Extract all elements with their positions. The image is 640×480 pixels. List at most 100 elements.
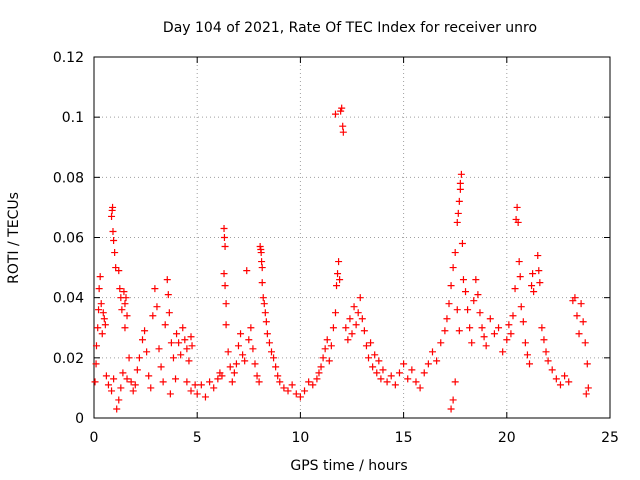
data-point [232,360,240,368]
data-point [110,237,118,245]
data-point [258,264,266,272]
data-point [523,351,531,359]
axis-ticks [93,56,611,419]
data-point [201,393,209,401]
data-point [97,300,105,308]
data-point [187,333,195,341]
data-point [169,354,177,362]
data-point [210,384,218,392]
data-point [535,267,543,275]
data-point [102,372,110,380]
data-point [325,357,333,365]
data-point [123,312,131,320]
data-point [220,224,228,232]
data-point [214,375,222,383]
data-point [191,381,199,389]
data-point [552,375,560,383]
data-point [538,324,546,332]
data-point [123,375,131,383]
data-point [92,360,100,368]
data-point [404,375,412,383]
data-point [145,372,153,380]
data-point [517,303,525,311]
data-point [193,390,201,398]
data-point [333,282,341,290]
data-point [565,378,573,386]
data-point [536,279,544,287]
data-point [280,384,288,392]
data-point [573,312,581,320]
data-point [437,339,445,347]
data-point [253,372,261,380]
data-point [464,306,472,314]
data-point [336,276,344,284]
data-point [98,330,106,338]
data-point [127,378,135,386]
data-point [526,360,534,368]
data-point [247,324,255,332]
data-point [95,306,103,314]
data-point [256,243,264,251]
data-point [115,396,123,404]
data-point [447,405,455,413]
data-point [187,387,195,395]
data-point [579,318,587,326]
data-point [91,378,99,386]
data-point [455,197,463,205]
data-point [480,333,488,341]
data-point [155,345,163,353]
data-point [177,351,185,359]
data-point [521,339,529,347]
data-point [309,381,317,389]
data-point [261,309,269,317]
x-tick-label: 25 [601,430,619,446]
data-point [540,336,548,344]
data-point [513,203,521,211]
data-point [348,330,356,338]
data-point [373,369,381,377]
data-point [224,348,232,356]
data-point [462,288,470,296]
chart-title: Day 104 of 2021, Rate Of TEC Index for r… [163,20,537,36]
data-point [115,267,123,275]
x-tick-label: 10 [291,430,309,446]
data-point [113,405,121,413]
y-axis-label: ROTI / TECUs [6,192,22,284]
data-point [583,360,591,368]
x-axis-label: GPS time / hours [290,458,407,474]
data-point [268,348,276,356]
data-point [257,249,265,257]
data-point [173,330,181,338]
data-point [151,285,159,293]
data-point [185,357,193,365]
data-point [449,264,457,272]
data-point [118,306,126,314]
data-point [323,336,331,344]
data-point [582,390,590,398]
data-point [164,291,172,299]
data-point [111,249,119,257]
data-point [581,339,589,347]
data-point [99,309,107,317]
data-point [292,390,300,398]
data-point [548,366,556,374]
x-tick-labels: 0 5 10 15 20 25 [90,430,619,446]
plot-grid [94,57,610,418]
data-point [259,294,267,302]
data-point [234,342,242,350]
data-point [344,336,352,344]
data-point [315,369,323,377]
data-point [482,342,490,350]
data-point [331,309,339,317]
data-point [383,378,391,386]
data-point [237,330,245,338]
data-point [377,375,385,383]
data-point [139,336,147,344]
data-point [141,327,149,335]
data-point [529,270,537,278]
data-point [478,324,486,332]
data-point [108,387,116,395]
data-point [575,330,583,338]
data-point [441,327,449,335]
data-point [161,321,169,329]
